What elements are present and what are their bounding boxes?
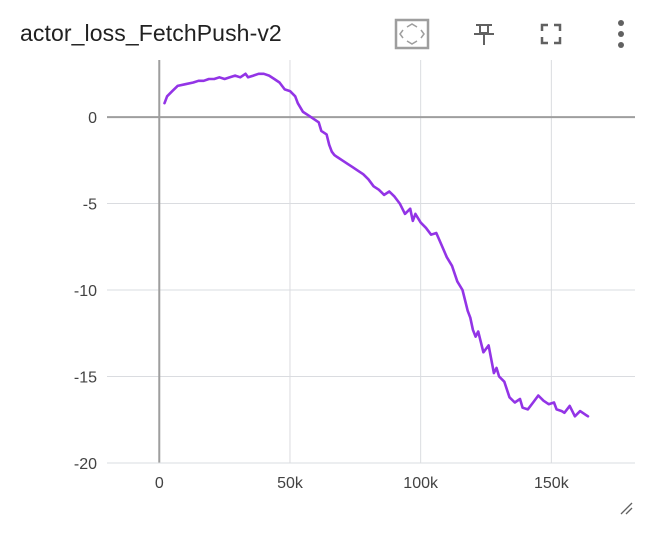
series-line (163, 72, 590, 418)
y-tick-label: -5 (83, 197, 97, 214)
resize-handle-icon[interactable] (620, 502, 633, 515)
axes (107, 60, 635, 464)
fit-domain-button[interactable] (392, 14, 432, 54)
chart-title: actor_loss_FetchPush-v2 (20, 20, 282, 46)
y-tick-label: -20 (74, 456, 97, 473)
more-options-button[interactable] (601, 14, 641, 54)
y-tick-label: 0 (88, 110, 97, 127)
x-tick-label: 50k (277, 475, 304, 492)
tick-labels: 0 50k 100k 150k 0 -5 -10 -15 -20 (74, 110, 570, 492)
fit-domain-icon (394, 18, 430, 50)
more-vert-icon (618, 20, 624, 48)
grid (107, 60, 635, 464)
y-tick-label: -10 (74, 283, 97, 300)
y-tick-label: -15 (74, 370, 97, 387)
x-tick-label: 150k (534, 475, 570, 492)
pin-icon (474, 24, 494, 45)
series-layer (163, 72, 590, 418)
fullscreen-button[interactable] (531, 14, 571, 54)
pin-button[interactable] (464, 14, 504, 54)
x-tick-label: 100k (403, 475, 439, 492)
x-tick-label: 0 (155, 475, 164, 492)
fullscreen-icon (540, 23, 562, 45)
